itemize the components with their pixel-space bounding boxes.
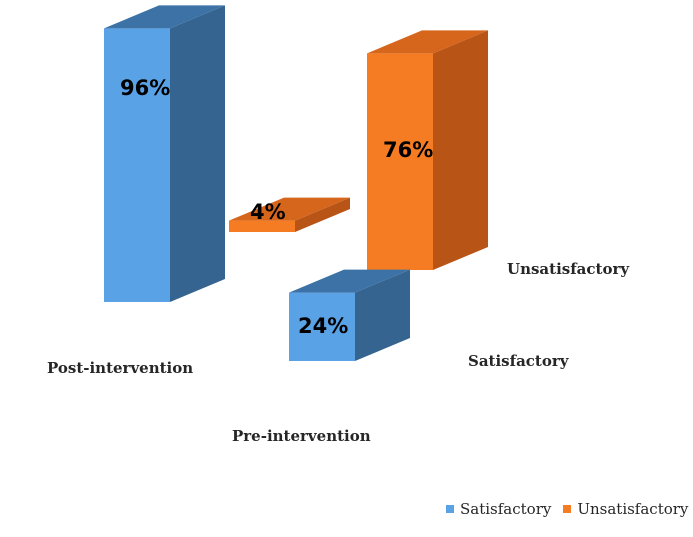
data-label-post-intervention-unsatisfactory: 4% [250,200,286,224]
bar-top-face [104,5,225,29]
bar-front-face [289,292,355,361]
bar-side-face [433,30,488,271]
bar-front-face [367,53,433,271]
bar-post-intervention-satisfactory [104,5,225,303]
x-axis-label-satisfactory: Satisfactory [468,352,570,370]
chart-legend: Satisfactory Unsatisfactory [446,500,688,518]
bar-front-face [229,220,295,232]
x-axis-label-unsatisfactory: Unsatisfactory [507,260,630,278]
data-label-post-intervention-satisfactory: 96% [120,76,170,100]
bar-top-face [367,30,488,54]
bar-side-face [170,5,225,303]
bar-side-face [295,197,350,232]
legend-swatch-satisfactory [446,505,454,513]
bar-top-face [229,197,350,221]
data-label-pre-intervention-unsatisfactory: 76% [383,138,433,162]
data-label-pre-intervention-satisfactory: 24% [298,314,348,338]
legend-label-satisfactory: Satisfactory [460,500,552,518]
bar-pre-intervention-unsatisfactory [367,30,488,271]
bar-post-intervention-unsatisfactory [229,197,350,232]
depth-axis-label-post-intervention: Post-intervention [47,359,193,377]
bar-side-face [355,269,410,361]
legend-label-unsatisfactory: Unsatisfactory [577,500,689,518]
legend-item-unsatisfactory: Unsatisfactory [563,500,688,518]
depth-axis-label-pre-intervention: Pre-intervention [232,427,371,445]
bar-pre-intervention-satisfactory [289,269,410,361]
bar-top-face [289,269,410,293]
bar-front-face [104,28,170,303]
legend-swatch-unsatisfactory [563,505,572,513]
legend-item-satisfactory: Satisfactory [446,500,551,518]
